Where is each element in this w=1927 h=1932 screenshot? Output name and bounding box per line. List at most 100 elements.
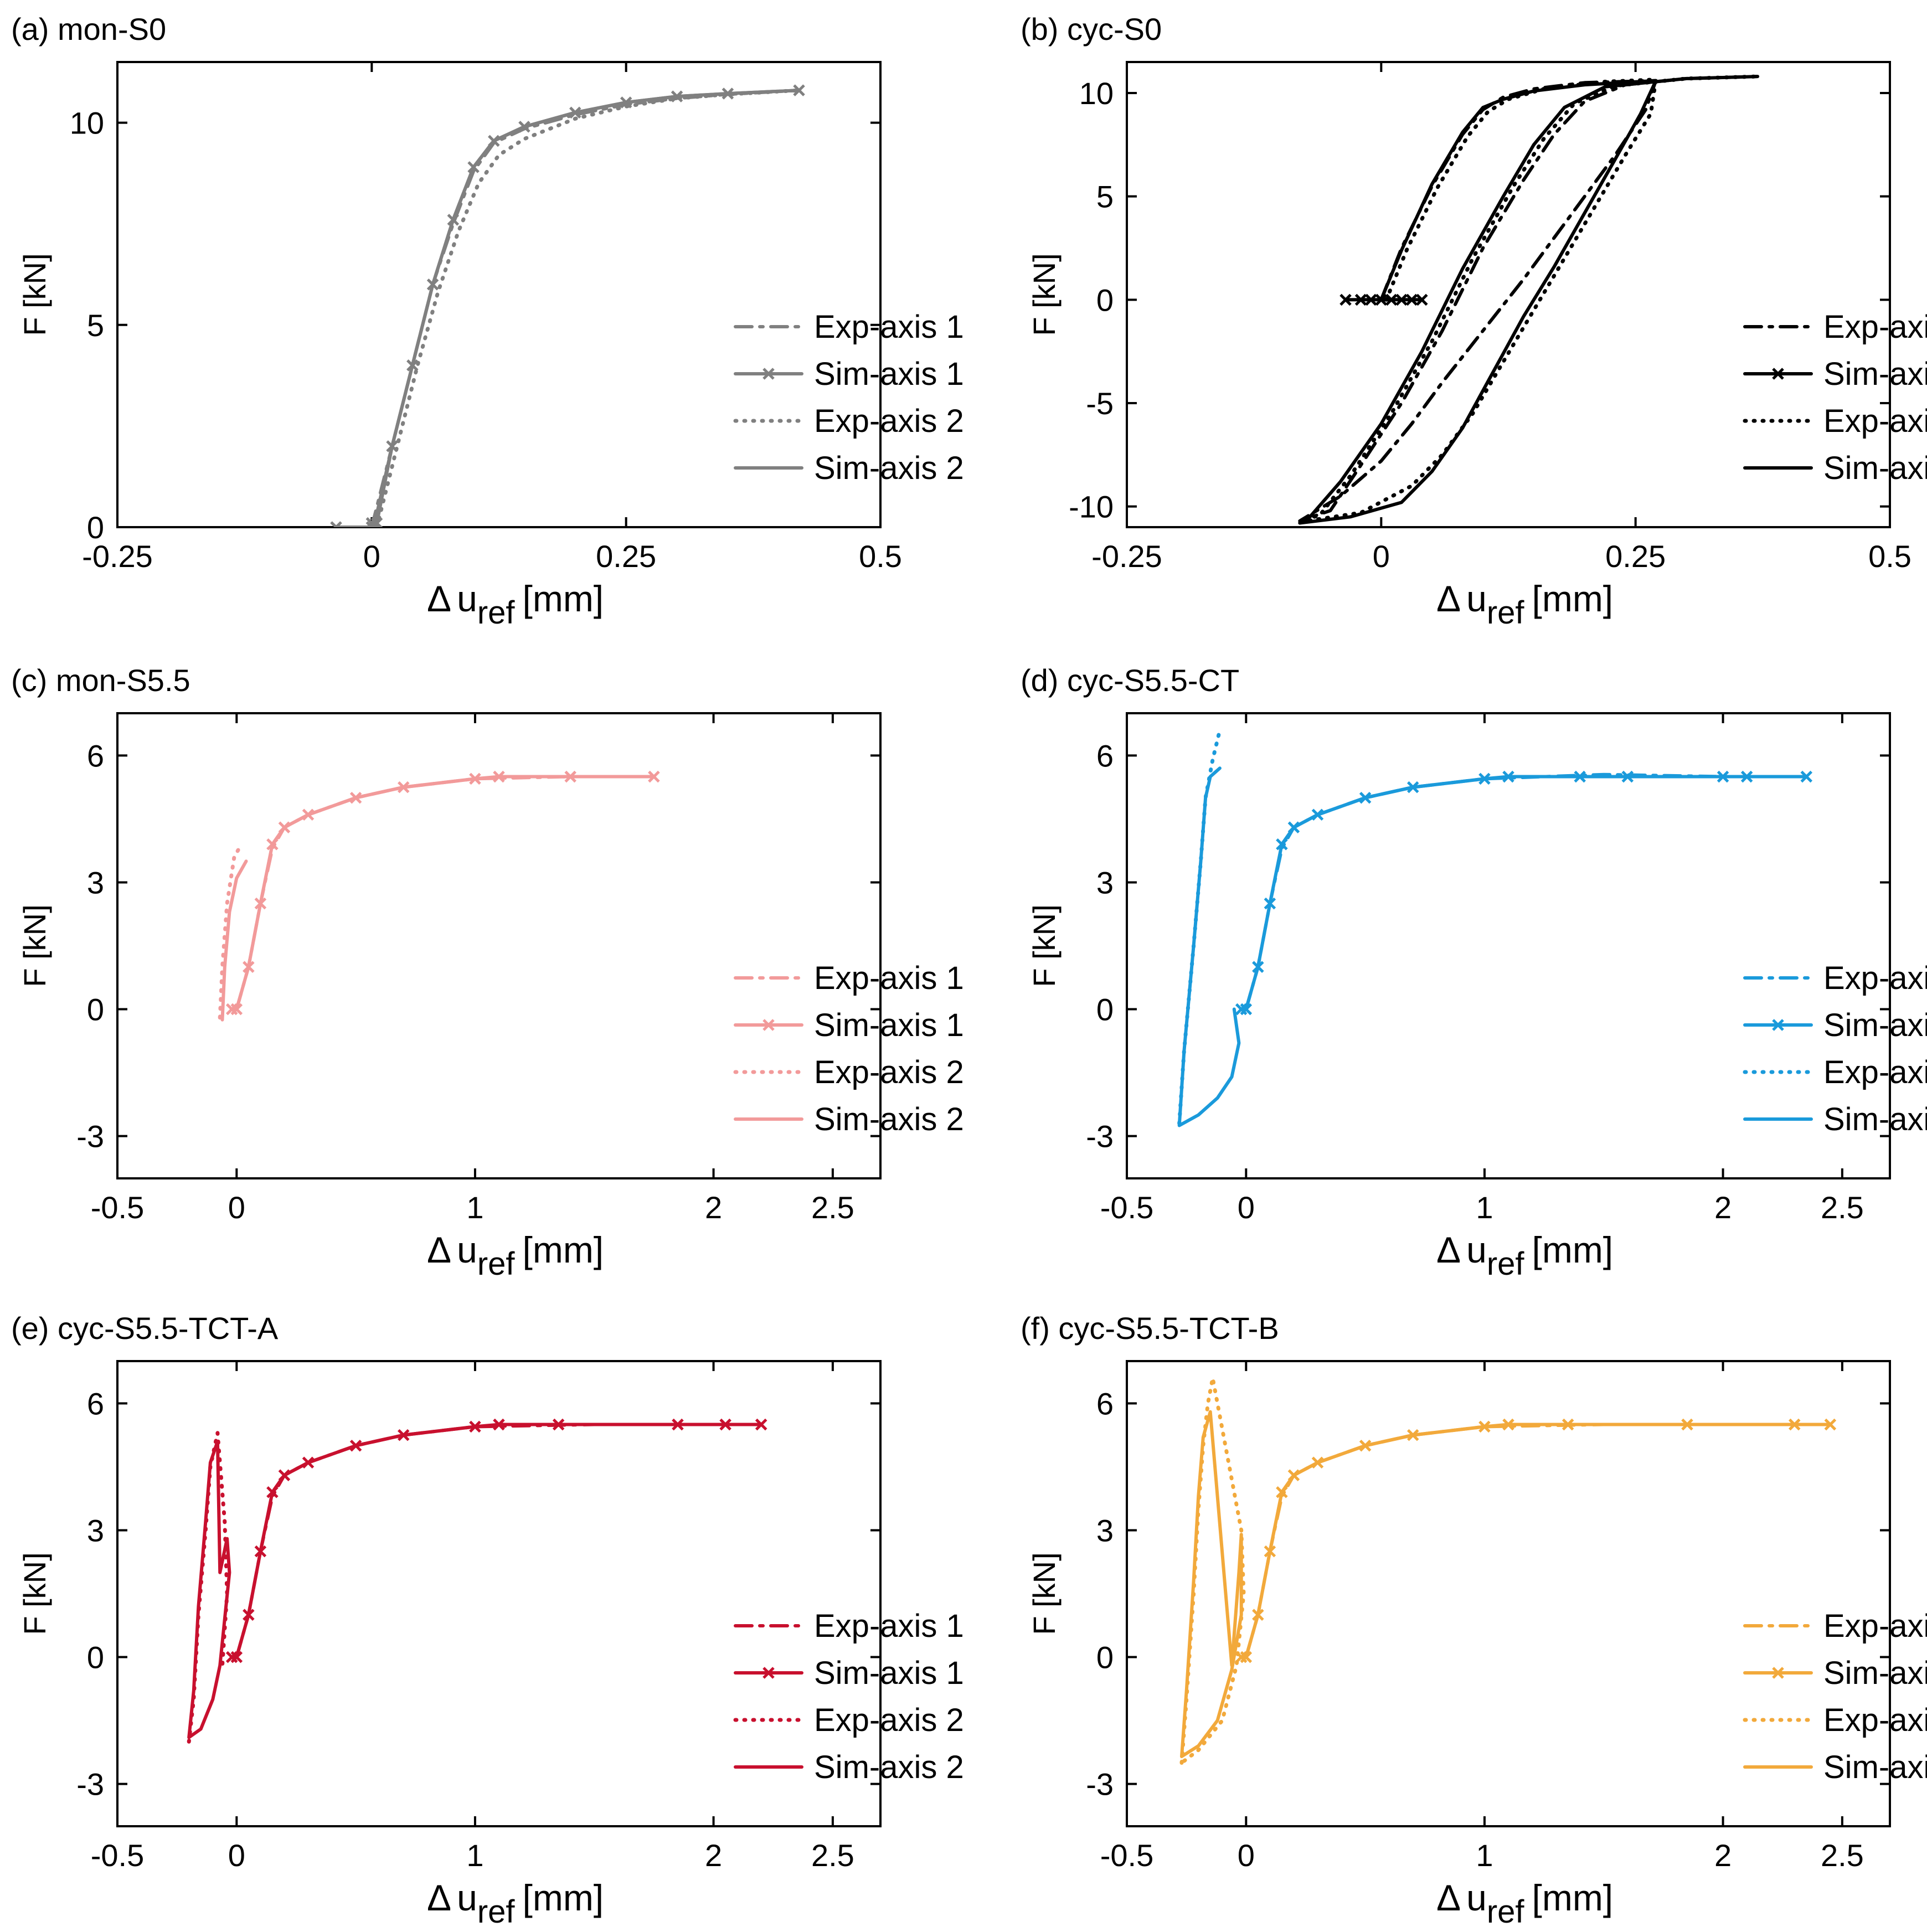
series-marker [302, 1456, 315, 1469]
legend-label: Exp-axis 1 [814, 960, 964, 996]
y-axis-label: F [kN] [17, 1552, 52, 1635]
x-axis-label-sub: ref [477, 1246, 516, 1282]
series-line-3 [1177, 766, 1241, 1127]
x-tick-label: 0 [1238, 1838, 1255, 1873]
panel-b: (b) cyc-S0 -0.25 0 0.25 0.5 -10 -5 0 5 10 F [kN] Δ u… [1021, 12, 1927, 631]
series-marker [278, 1469, 291, 1481]
series-marker [243, 1609, 255, 1621]
y-tick-label: 3 [1096, 1513, 1114, 1548]
legend-label: Exp-axis 2 [1823, 1054, 1927, 1090]
x-tick-label: 2.5 [1821, 1838, 1864, 1873]
series-marker [1406, 1429, 1419, 1441]
series-line-3 [220, 859, 248, 1022]
x-tick-label: 1 [1476, 1838, 1493, 1873]
series-marker [1359, 1439, 1372, 1452]
legend-label: Exp-axis 2 [1823, 1702, 1927, 1738]
series-marker [1405, 293, 1418, 306]
x-axis-label-delta: Δ [1436, 1229, 1461, 1270]
y-tick-label: 6 [87, 1386, 104, 1421]
series-marker [1311, 808, 1324, 821]
legend-marker [762, 1019, 775, 1031]
x-axis-label-unit: [mm] [1532, 1229, 1614, 1270]
series-line-1 [230, 775, 656, 1011]
series-marker [230, 1003, 243, 1016]
x-axis-label-sub: ref [1487, 1246, 1525, 1282]
x-axis-label-u: u [457, 1877, 477, 1918]
series-marker [1395, 293, 1408, 306]
series-marker [493, 770, 505, 783]
y-axis-label: F [kN] [1027, 1552, 1062, 1635]
series-marker [1311, 1456, 1324, 1469]
panel-title: (a) mon-S0 [11, 12, 166, 47]
legend-label: Sim-axis 2 [1823, 1101, 1927, 1137]
x-tick-label: 0 [228, 1190, 245, 1225]
series-marker [1717, 770, 1729, 783]
series-marker [1287, 1469, 1300, 1481]
x-axis-label-delta: Δ [1436, 1877, 1461, 1918]
series-marker [349, 791, 362, 804]
panel-d: (d) cyc-S5.5-CT -0.5 0 1 2 2.5 -3 0 3 6 F [kN] Δ ure… [1021, 663, 1927, 1282]
series-marker [469, 1420, 481, 1433]
y-tick-label: 3 [1096, 865, 1114, 900]
legend-label: Exp-axis 1 [1823, 1608, 1927, 1644]
x-tick-label: 2 [1714, 1838, 1732, 1873]
x-tick-label: 0.5 [859, 539, 902, 574]
x-tick-label: 0 [363, 539, 380, 574]
y-tick-label: 0 [87, 992, 104, 1027]
series-line-3 [1180, 1410, 1243, 1758]
series-marker [254, 1545, 267, 1558]
series-line-0 [235, 775, 656, 1011]
series-group [1177, 728, 1813, 1127]
series-line-3 [187, 1440, 231, 1739]
series-marker [1252, 961, 1264, 973]
legend: Exp-axis 1 Sim-axis 1 Exp-axis 2 Sim-axis 2 [733, 960, 964, 1137]
x-tick-label: 2.5 [1821, 1190, 1864, 1225]
legend-label: Exp-axis 1 [1823, 960, 1927, 996]
series-line-3 [372, 89, 801, 527]
series-marker [254, 897, 267, 910]
legend-label: Sim-axis 2 [1823, 1749, 1927, 1785]
x-axis-label-unit: [mm] [1532, 1877, 1614, 1918]
series-marker [1240, 1651, 1253, 1663]
x-tick-label: -0.5 [1100, 1190, 1154, 1225]
series-marker [397, 781, 410, 794]
legend-label: Exp-axis 2 [814, 1054, 964, 1090]
x-axis-label-u: u [457, 578, 477, 619]
series-marker [1252, 1609, 1264, 1621]
x-tick-label: 2 [1714, 1190, 1732, 1225]
series-marker [1788, 1418, 1801, 1431]
series-group [1297, 74, 1760, 525]
series-line-2 [375, 88, 801, 527]
series-line-1 [1239, 1423, 1832, 1659]
x-tick-label: 0.25 [1605, 539, 1666, 574]
x-tick-label: 2 [705, 1190, 722, 1225]
x-tick-label: -0.5 [91, 1838, 145, 1873]
series-line-2 [1177, 728, 1222, 1126]
series-marker [330, 521, 342, 527]
series-marker [1681, 1418, 1693, 1431]
y-tick-label: 0 [87, 1640, 104, 1675]
x-axis-label-unit: [mm] [1532, 578, 1614, 619]
x-tick-label: 0 [1373, 539, 1390, 574]
legend-marker [1772, 368, 1784, 380]
series-line-3 [1298, 75, 1760, 525]
x-axis-label-delta: Δ [427, 1877, 451, 1918]
y-tick-label: -10 [1069, 490, 1114, 524]
series-marker [672, 1418, 684, 1431]
x-tick-label: 0.25 [596, 539, 656, 574]
legend-label: Sim-axis 1 [1823, 1007, 1927, 1043]
series-marker [719, 1418, 731, 1431]
y-axis-label: F [kN] [17, 904, 52, 987]
x-tick-label: 0.5 [1868, 539, 1911, 574]
series-marker [1276, 1486, 1288, 1498]
x-axis-label-sub: ref [477, 595, 516, 631]
series-marker [266, 1486, 279, 1498]
series-marker [1276, 838, 1288, 851]
legend-label: Sim-axis 2 [814, 1749, 964, 1785]
x-axis-label-delta: Δ [1436, 578, 1461, 619]
x-tick-label: 1 [466, 1838, 483, 1873]
legend-label: Exp-axis 2 [1823, 403, 1927, 439]
